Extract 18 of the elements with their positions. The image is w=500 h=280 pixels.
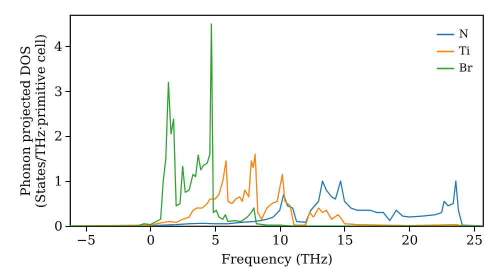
x-tick-label: −5 [76,234,96,248]
x-tick-label: 25 [466,234,483,248]
x-tick-label: 20 [401,234,418,248]
x-tick-label: 5 [211,234,220,248]
legend-label: N [459,28,469,40]
y-tick-label: 4 [54,40,62,55]
legend-label: Ti [459,44,470,58]
y-tick-label: 3 [54,84,62,100]
legend-label: Br [459,62,474,74]
x-tick-label: 0 [146,234,155,248]
y-tick-label: 1 [54,174,62,190]
x-tick-label: 15 [336,234,354,248]
line-series [70,23,483,226]
y-tick-label: 2 [54,130,62,145]
x-tick-label: 10 [272,234,289,248]
y-axis-title: Phonon projected DOS (States/THz·primitive cell) [19,34,50,208]
x-axis-title: Frequency (THz) [221,252,333,268]
y-tick-label: 0 [54,220,62,234]
